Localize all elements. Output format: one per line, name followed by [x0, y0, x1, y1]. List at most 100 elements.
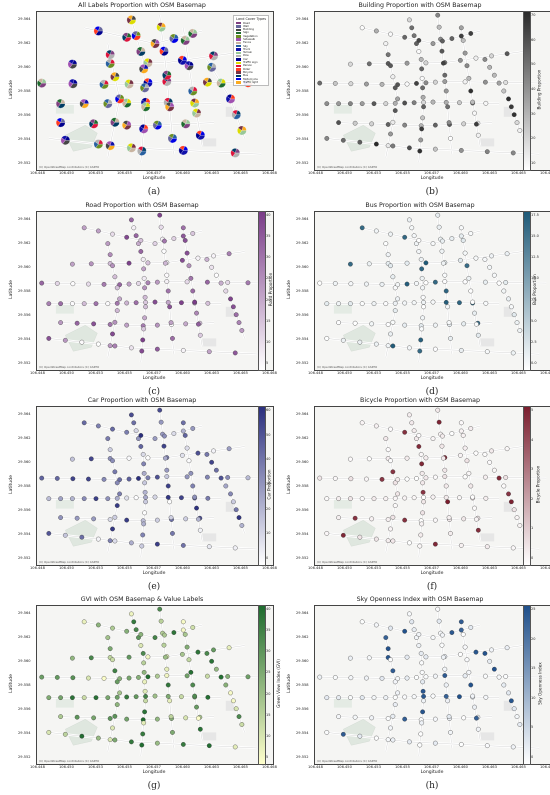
sample-point [420, 489, 426, 495]
road-edge [206, 259, 245, 339]
sample-point [336, 101, 341, 107]
sample-point [472, 310, 477, 316]
sample-point [416, 249, 422, 254]
sample-point [167, 304, 173, 310]
sample-point [236, 714, 242, 719]
sample-point [390, 469, 396, 475]
map-plot: (C) OpenStreetMap contributors (C) CARTO… [36, 11, 274, 171]
sample-point [461, 516, 467, 522]
sample-point [445, 499, 451, 505]
sample-point [213, 666, 219, 672]
sample-point [332, 281, 338, 286]
park-area [333, 103, 352, 114]
sample-point [419, 470, 425, 476]
x-tick-label: 106.448 [308, 371, 323, 375]
x-axis-label: Longitude [142, 376, 166, 381]
y-tick-label: 29.562 [18, 241, 31, 245]
sample-point [432, 541, 438, 547]
x-tick-label: 106.463 [482, 765, 497, 769]
sample-point [464, 657, 470, 663]
sample-point [228, 491, 233, 497]
sample-point [420, 315, 425, 321]
sample-point [404, 654, 410, 660]
pie-marker [167, 133, 178, 143]
sample-point [443, 300, 449, 305]
sample-point [182, 433, 188, 438]
sample-point [70, 496, 75, 502]
sample-point [487, 64, 493, 70]
sample-point [143, 304, 148, 310]
sample-point [432, 346, 438, 352]
panel-a: All Labels Proportion with OSM Basemap (C… [9, 2, 282, 201]
sample-point [184, 474, 190, 480]
colorbar-tick: 1 [531, 526, 534, 531]
sample-point [482, 651, 488, 656]
y-tick-label: 29.552 [18, 556, 31, 560]
sample-point [421, 300, 426, 305]
sample-point [482, 257, 488, 262]
sample-point [402, 628, 408, 634]
sample-point [205, 300, 211, 306]
x-tick-label: 106.460 [175, 371, 190, 375]
sample-point [180, 619, 186, 625]
sample-point [420, 679, 425, 685]
sample-point [388, 331, 393, 337]
sample-point [226, 645, 232, 651]
pie-marker [103, 99, 113, 109]
legend-swatch [236, 31, 242, 35]
sample-point [407, 540, 412, 546]
park-area [65, 125, 98, 152]
sample-point [141, 461, 147, 467]
x-tick-label: 106.457 [424, 171, 439, 175]
sample-point [110, 426, 115, 432]
sample-point [411, 300, 417, 306]
sample-point [411, 495, 417, 501]
sample-point [114, 308, 120, 313]
legend-label: Wall [243, 23, 249, 28]
road [436, 609, 453, 749]
sample-point [133, 627, 139, 633]
sample-point [140, 651, 146, 656]
x-tick-label: 106.463 [482, 171, 497, 175]
x-tick-label: 106.450 [59, 765, 74, 769]
road [106, 637, 121, 752]
x-tick-label: 106.460 [453, 371, 468, 375]
sample-point [462, 250, 468, 256]
sample-point [416, 643, 422, 648]
sample-point [206, 743, 212, 749]
sample-point [418, 57, 424, 62]
colorbar [523, 11, 531, 171]
sample-point [205, 474, 210, 480]
sample-point [230, 698, 236, 704]
legend-item: Rider [236, 67, 266, 71]
sample-point [58, 515, 63, 520]
sample-point [430, 436, 436, 441]
sample-point [402, 517, 408, 523]
sample-point [487, 459, 493, 465]
road [384, 637, 399, 752]
sample-point [402, 234, 408, 240]
sample-point [462, 673, 468, 679]
sample-point [468, 426, 474, 431]
sample-point [496, 80, 502, 86]
sample-point [140, 731, 146, 737]
sample-point [46, 301, 52, 307]
x-tick-label: 106.448 [30, 171, 45, 175]
sample-point [81, 225, 87, 231]
sample-point [46, 336, 52, 341]
sample-point [373, 735, 379, 741]
sample-point [439, 443, 445, 449]
sample-point [336, 695, 341, 701]
sample-point [419, 275, 425, 281]
sample-point [168, 320, 174, 325]
sample-point [395, 96, 400, 102]
road [338, 121, 493, 127]
park-area [65, 520, 98, 547]
sample-point [423, 475, 429, 481]
sample-point [205, 279, 210, 285]
y-tick-label: 29.556 [296, 313, 309, 317]
colorbar-label: Road Proportion [268, 272, 274, 307]
sample-point [195, 255, 201, 261]
sample-point [446, 515, 452, 520]
x-tick-label: 106.463 [204, 566, 219, 570]
